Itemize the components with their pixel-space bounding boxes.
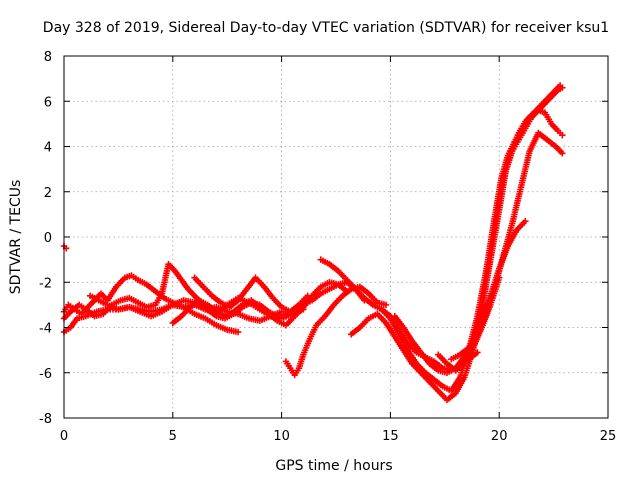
- x-tick-labels: 0 5 10 15 20 25: [60, 429, 616, 444]
- data-point: [234, 328, 242, 336]
- y-tick-label: -2: [39, 276, 52, 291]
- axis-ticks: [63, 55, 609, 419]
- chart-title: Day 328 of 2019, Sidereal Day-to-day VTE…: [43, 20, 609, 36]
- y-tick-label: -4: [39, 322, 52, 337]
- y-tick-label: -6: [39, 367, 52, 382]
- y-tick-label: 4: [44, 141, 52, 156]
- y-tick-label: 0: [44, 231, 52, 246]
- series-track-12: [391, 84, 566, 376]
- y-tick-label: 2: [44, 186, 52, 201]
- data-points: [60, 82, 566, 404]
- series-track-7: [191, 274, 311, 315]
- data-point: [559, 131, 566, 139]
- data-point: [304, 292, 311, 300]
- y-tick-label: 8: [44, 50, 52, 65]
- grid: [64, 56, 608, 418]
- series-track-6: [169, 279, 351, 329]
- data-point: [496, 274, 503, 281]
- data-point: [382, 301, 390, 309]
- y-tick-labels: -8 -6 -4 -2 0 2 4 6 8: [39, 50, 52, 427]
- data-point: [559, 150, 566, 157]
- x-tick-label: 10: [273, 429, 290, 444]
- x-tick-label: 25: [600, 429, 617, 444]
- data-point: [522, 217, 529, 225]
- x-tick-label: 0: [60, 429, 68, 444]
- x-axis-label: GPS time / hours: [275, 458, 392, 474]
- x-tick-label: 20: [491, 429, 508, 444]
- y-axis-label: SDTVAR / TECUs: [8, 180, 24, 295]
- y-tick-label: -8: [39, 412, 52, 427]
- series-track-15: [435, 274, 503, 374]
- x-tick-label: 15: [382, 429, 399, 444]
- data-point: [559, 84, 566, 91]
- y-tick-label: 6: [44, 95, 52, 110]
- x-tick-label: 5: [169, 429, 177, 444]
